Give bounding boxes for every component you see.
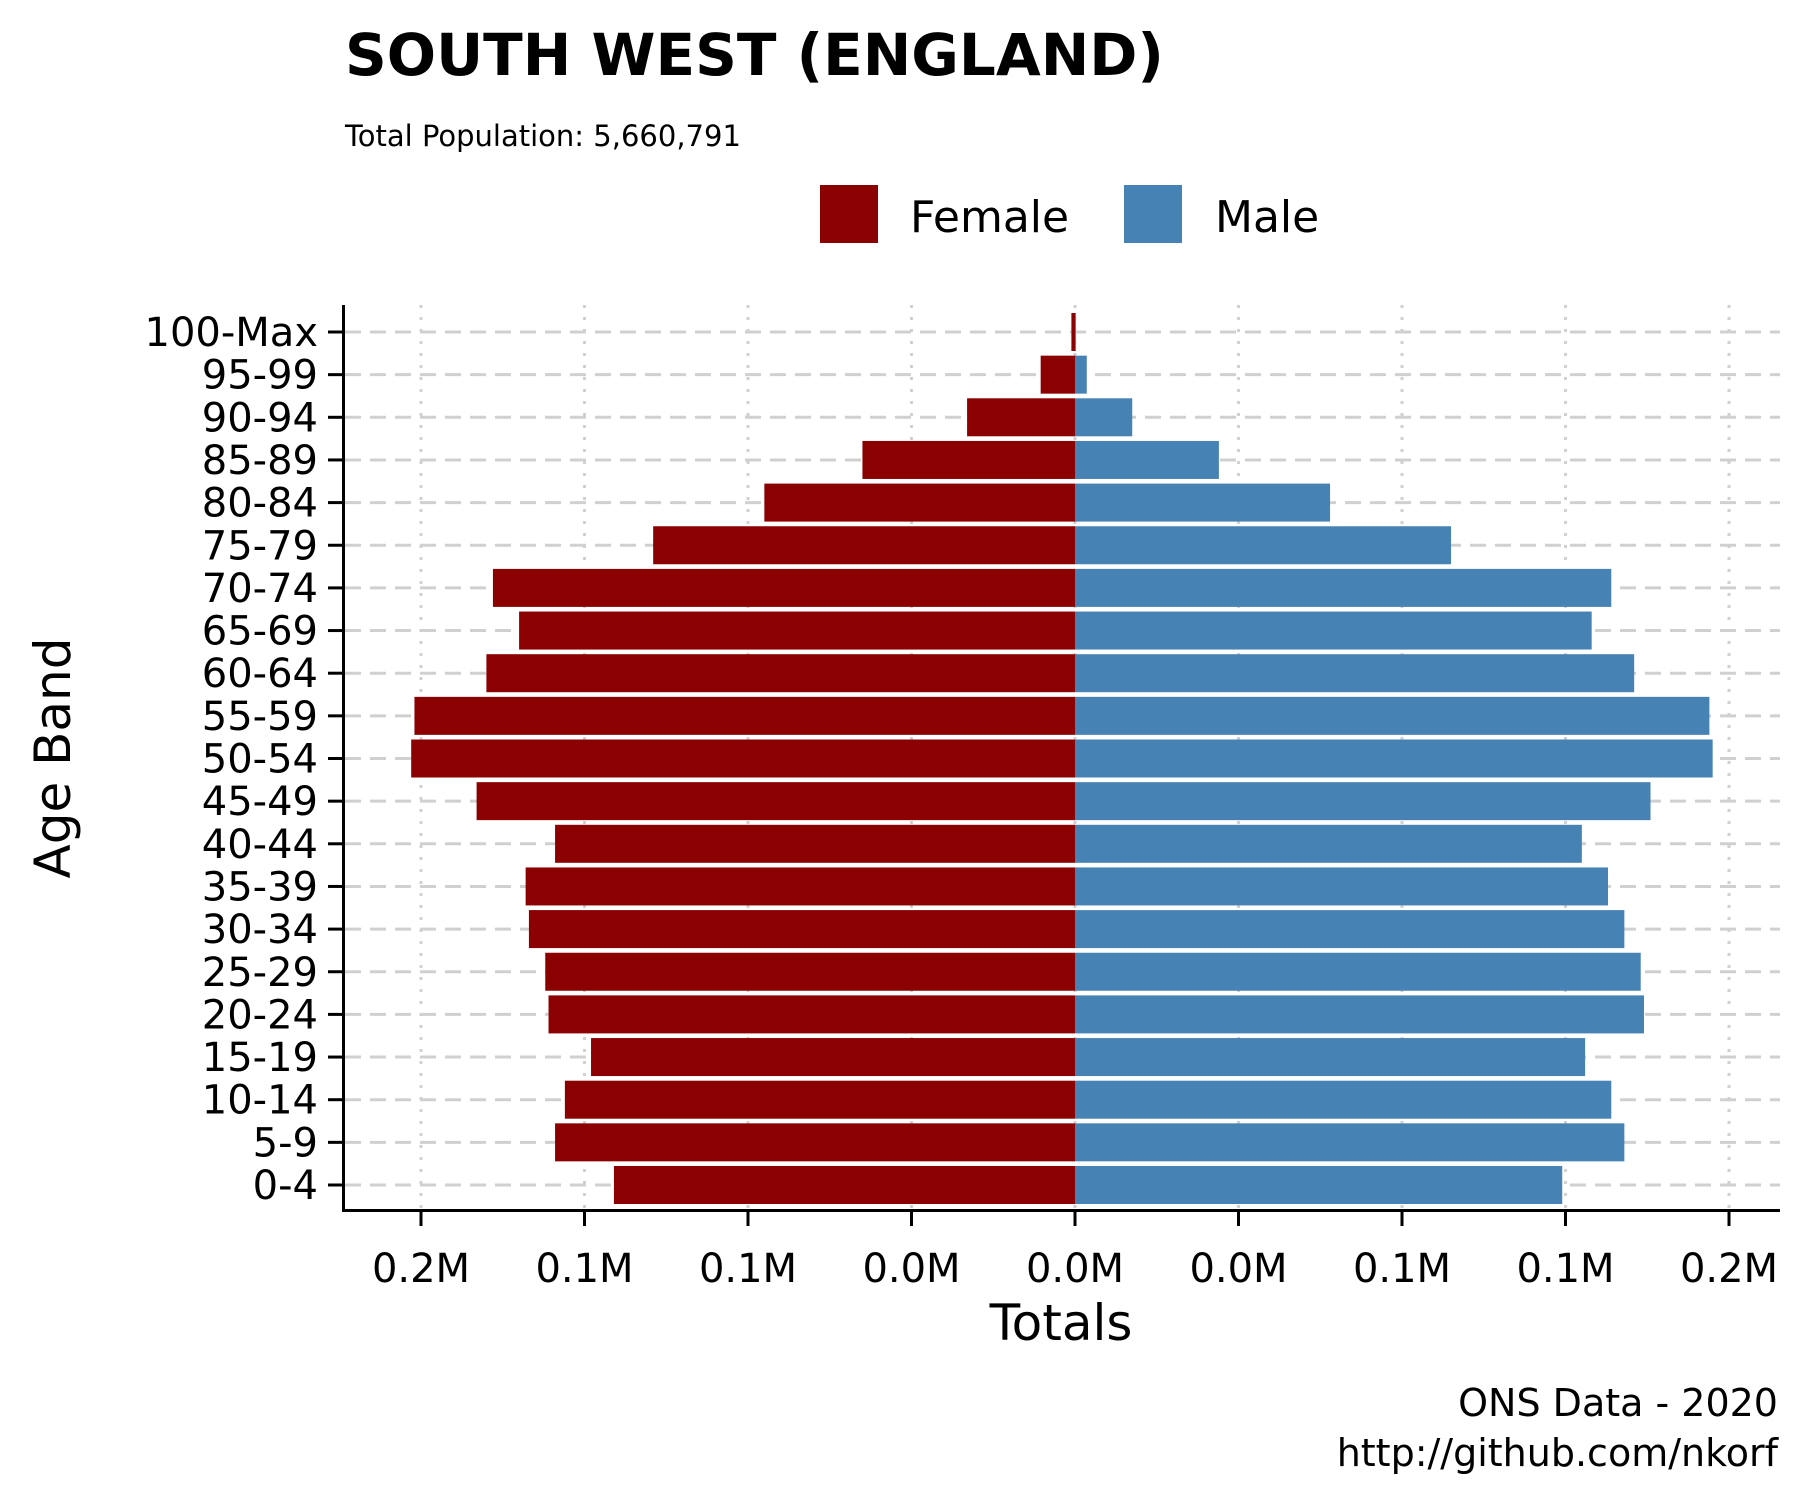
y-tick-label: 20-24 xyxy=(202,992,318,1038)
legend: Female Male xyxy=(820,185,1319,243)
female-bar xyxy=(1040,355,1075,394)
y-tick-label: 60-64 xyxy=(202,651,318,697)
y-tick-label: 0-4 xyxy=(253,1163,318,1209)
y-tick-label: 95-99 xyxy=(202,353,318,399)
x-tick-label: 0.1M xyxy=(535,1246,633,1292)
male-bar xyxy=(1075,1123,1625,1162)
female-bar xyxy=(564,1080,1075,1119)
male-bar xyxy=(1075,739,1713,778)
y-tick-label: 45-49 xyxy=(202,779,318,825)
female-bar xyxy=(411,739,1075,778)
x-tick-label: 0.1M xyxy=(1516,1246,1614,1292)
chart-title: SOUTH WEST (ENGLAND) xyxy=(345,21,1164,89)
x-tick-label: 0.2M xyxy=(1680,1246,1778,1292)
female-bar xyxy=(414,696,1076,735)
caption-url: http://github.com/nkorf xyxy=(1337,1431,1780,1475)
y-tick-label: 30-34 xyxy=(202,907,318,953)
female-bar xyxy=(862,440,1075,479)
y-tick-label: 55-59 xyxy=(202,694,318,740)
x-tick-label: 0.2M xyxy=(372,1246,470,1292)
female-bar xyxy=(519,611,1075,650)
female-bar xyxy=(492,568,1075,607)
male-bar xyxy=(1075,867,1609,906)
male-bar xyxy=(1075,355,1087,394)
male-bar xyxy=(1075,824,1582,863)
female-bar xyxy=(613,1166,1075,1204)
female-bar xyxy=(1071,313,1075,351)
male-bar xyxy=(1075,611,1592,650)
female-bar xyxy=(967,398,1075,437)
y-axis-title: Age Band xyxy=(24,638,82,879)
female-bar xyxy=(555,1123,1075,1162)
y-tick-label: 85-89 xyxy=(202,438,318,484)
male-bar xyxy=(1075,1038,1586,1077)
y-tick-label: 70-74 xyxy=(202,566,318,612)
male-bar xyxy=(1075,1166,1563,1204)
female-bar xyxy=(528,910,1075,949)
male-bar xyxy=(1075,568,1612,607)
male-bar xyxy=(1075,910,1625,949)
legend-swatch-female xyxy=(820,185,878,243)
male-bar xyxy=(1075,398,1133,437)
male-bar xyxy=(1075,654,1635,693)
female-bar xyxy=(545,952,1075,991)
male-bar xyxy=(1075,995,1644,1034)
y-tick-label: 50-54 xyxy=(202,737,318,783)
y-axis-ticks: 0-45-910-1415-1920-2425-2930-3435-3940-4… xyxy=(145,310,342,1209)
x-tick-label: 0.0M xyxy=(1189,1246,1287,1292)
y-tick-label: 80-84 xyxy=(202,481,318,527)
y-tick-label: 5-9 xyxy=(253,1120,318,1166)
male-bar xyxy=(1075,440,1219,479)
x-tick-label: 0.0M xyxy=(862,1246,960,1292)
y-tick-label: 15-19 xyxy=(202,1035,318,1081)
y-tick-label: 25-29 xyxy=(202,950,318,996)
legend-label-female: Female xyxy=(910,192,1069,243)
y-tick-label: 35-39 xyxy=(202,864,318,910)
y-tick-label: 100-Max xyxy=(145,310,318,356)
x-axis-title: Totals xyxy=(989,1294,1133,1352)
x-tick-label: 0.1M xyxy=(699,1246,797,1292)
caption-source: ONS Data - 2020 xyxy=(1458,1381,1778,1425)
x-axis-ticks: 0.2M 0.1M 0.1M 0.0M 0.0M 0.0M 0.1M 0.1M 0.2M xyxy=(372,1212,1778,1292)
male-bar xyxy=(1075,1080,1612,1119)
female-bar xyxy=(486,654,1075,693)
male-bar xyxy=(1075,313,1076,351)
y-tick-label: 75-79 xyxy=(202,523,318,569)
male-bar xyxy=(1075,952,1641,991)
y-tick-label: 10-14 xyxy=(202,1078,318,1124)
legend-label-male: Male xyxy=(1215,192,1319,243)
male-bar xyxy=(1075,483,1331,522)
male-bar xyxy=(1075,526,1452,565)
bars xyxy=(411,313,1713,1204)
legend-swatch-male xyxy=(1124,185,1182,243)
y-tick-label: 90-94 xyxy=(202,395,318,441)
female-bar xyxy=(764,483,1075,522)
x-tick-label: 0.0M xyxy=(1026,1246,1124,1292)
y-tick-label: 40-44 xyxy=(202,822,318,868)
female-bar xyxy=(476,782,1076,821)
female-bar xyxy=(591,1038,1075,1077)
male-bar xyxy=(1075,782,1651,821)
y-tick-label: 65-69 xyxy=(202,609,318,655)
female-bar xyxy=(555,824,1075,863)
male-bar xyxy=(1075,696,1710,735)
female-bar xyxy=(525,867,1075,906)
female-bar xyxy=(653,526,1075,565)
x-tick-label: 0.1M xyxy=(1353,1246,1451,1292)
chart-subtitle: Total Population: 5,660,791 xyxy=(344,119,741,153)
female-bar xyxy=(548,995,1075,1034)
